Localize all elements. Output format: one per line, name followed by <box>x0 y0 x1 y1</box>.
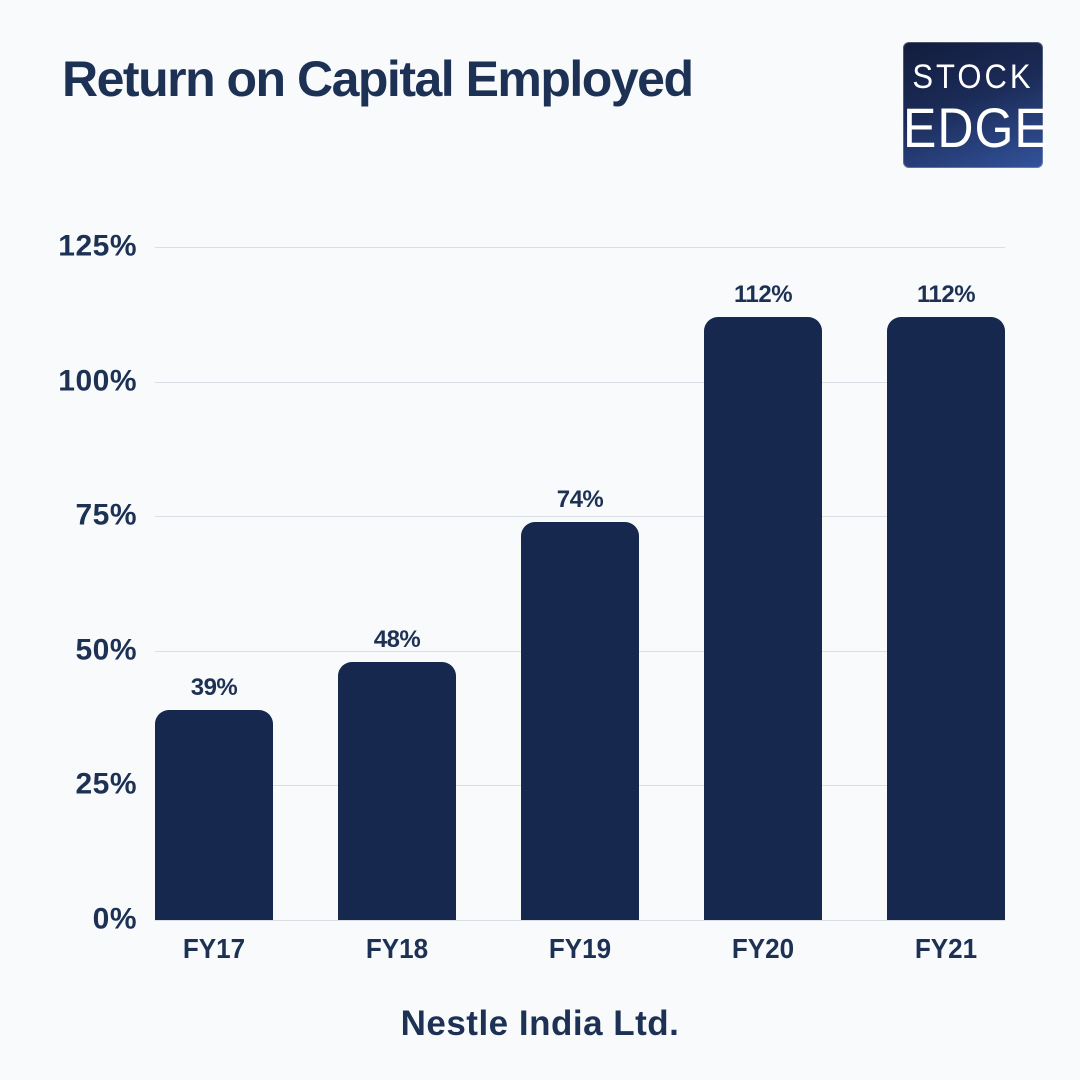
x-axis-label-FY20: FY20 <box>731 933 795 964</box>
y-axis-tick-0%: 0% <box>92 902 137 936</box>
x-axis-label-FY17: FY17 <box>182 933 246 964</box>
bar-value-label-FY21: 112% <box>916 281 976 308</box>
x-axis-label-FY18: FY18 <box>365 933 429 964</box>
y-axis-tick-100%: 100% <box>58 363 137 397</box>
stockedge-logo: STOCK EDGE <box>903 42 1049 168</box>
gridline-125% <box>155 247 1005 248</box>
y-axis-tick-75%: 75% <box>75 498 137 532</box>
logo-text-edge: EDGE <box>903 96 1049 160</box>
bar-FY21 <box>887 317 1005 920</box>
y-axis-tick-25%: 25% <box>75 767 137 801</box>
bar-FY20 <box>704 317 822 920</box>
chart-title: Return on Capital Employed <box>62 51 694 107</box>
bar-FY19 <box>521 521 639 920</box>
bar-value-label-FY19: 74% <box>556 485 604 513</box>
bar-FY18 <box>338 661 456 920</box>
y-axis-tick-50%: 50% <box>75 633 137 667</box>
gridline-100% <box>155 381 1005 383</box>
bar-value-label-FY18: 48% <box>373 625 421 653</box>
gridline-0% <box>155 920 1005 921</box>
x-axis-label-FY21: FY21 <box>914 933 978 964</box>
x-axis-label-FY19: FY19 <box>548 933 612 964</box>
chart-caption-company: Nestle India Ltd. <box>400 1004 680 1043</box>
chart-plot-area: 0% 25% 50% 75% 100% 125% 39% FY17 48% FY18 74% FY19… <box>58 229 1005 964</box>
logo-text-stock: STOCK <box>912 57 1034 96</box>
bar-FY17 <box>155 710 273 920</box>
y-axis-tick-125%: 125% <box>58 229 137 263</box>
bar-value-label-FY17: 39% <box>190 674 238 702</box>
bar-value-label-FY20: 112% <box>733 281 793 308</box>
gridline-75% <box>155 516 1005 518</box>
